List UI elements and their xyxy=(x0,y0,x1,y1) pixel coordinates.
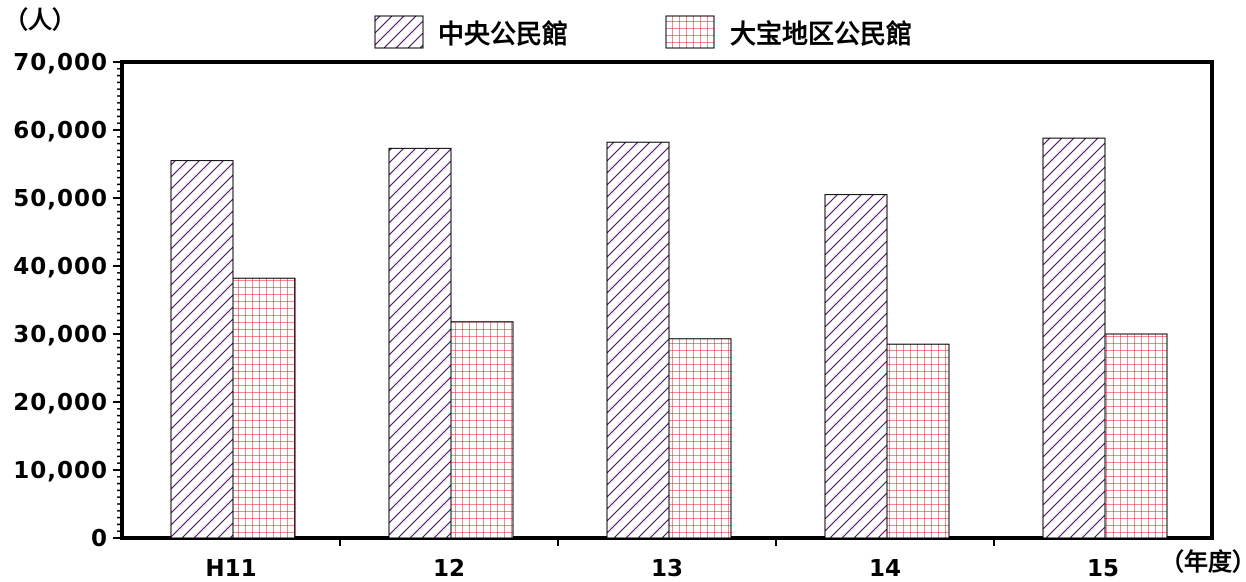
bars-layer xyxy=(170,137,1168,539)
y-tick-label: 40,000 xyxy=(13,254,108,280)
x-tick-label: 12 xyxy=(433,556,465,578)
x-tick-label: 15 xyxy=(1087,556,1119,578)
legend-swatch-daiho xyxy=(665,15,715,49)
y-tick-label: 10,000 xyxy=(13,458,108,484)
y-unit-label: （人） xyxy=(4,6,76,34)
y-tick-label: 50,000 xyxy=(13,186,108,212)
bar-daiho-3 xyxy=(886,343,950,539)
bar-daiho-4 xyxy=(1104,333,1168,539)
bar-chuo-1 xyxy=(388,147,452,539)
legend-label-daiho: 大宝地区公民館 xyxy=(730,19,912,50)
labels-layer: 0 10,000 20,000 30,000 40,000 50,000 60,000 70,… xyxy=(4,6,1246,582)
bar-daiho-0 xyxy=(232,277,296,539)
legend-swatch-chuo xyxy=(374,15,424,49)
y-tick-label: 20,000 xyxy=(13,390,108,416)
legend: 中央公民館 大宝地区公民館 xyxy=(374,15,912,50)
y-tick-label: 0 xyxy=(91,526,108,552)
bar-chuo-2 xyxy=(606,141,670,539)
y-tick-label: 30,000 xyxy=(13,322,108,348)
legend-label-chuo: 中央公民館 xyxy=(438,19,568,50)
x-tick-label: 14 xyxy=(869,556,901,578)
x-tick-label: 13 xyxy=(651,556,683,578)
x-tick-label: H11 xyxy=(205,556,256,578)
bar-chuo-4 xyxy=(1042,137,1106,539)
x-unit-label: （年度） xyxy=(1160,548,1246,576)
bar-daiho-2 xyxy=(668,338,732,539)
bar-daiho-1 xyxy=(450,321,514,539)
y-tick-label: 60,000 xyxy=(13,118,108,144)
bar-chuo-3 xyxy=(824,194,888,539)
bar-chuo-0 xyxy=(170,160,234,539)
y-tick-label: 70,000 xyxy=(13,50,108,76)
